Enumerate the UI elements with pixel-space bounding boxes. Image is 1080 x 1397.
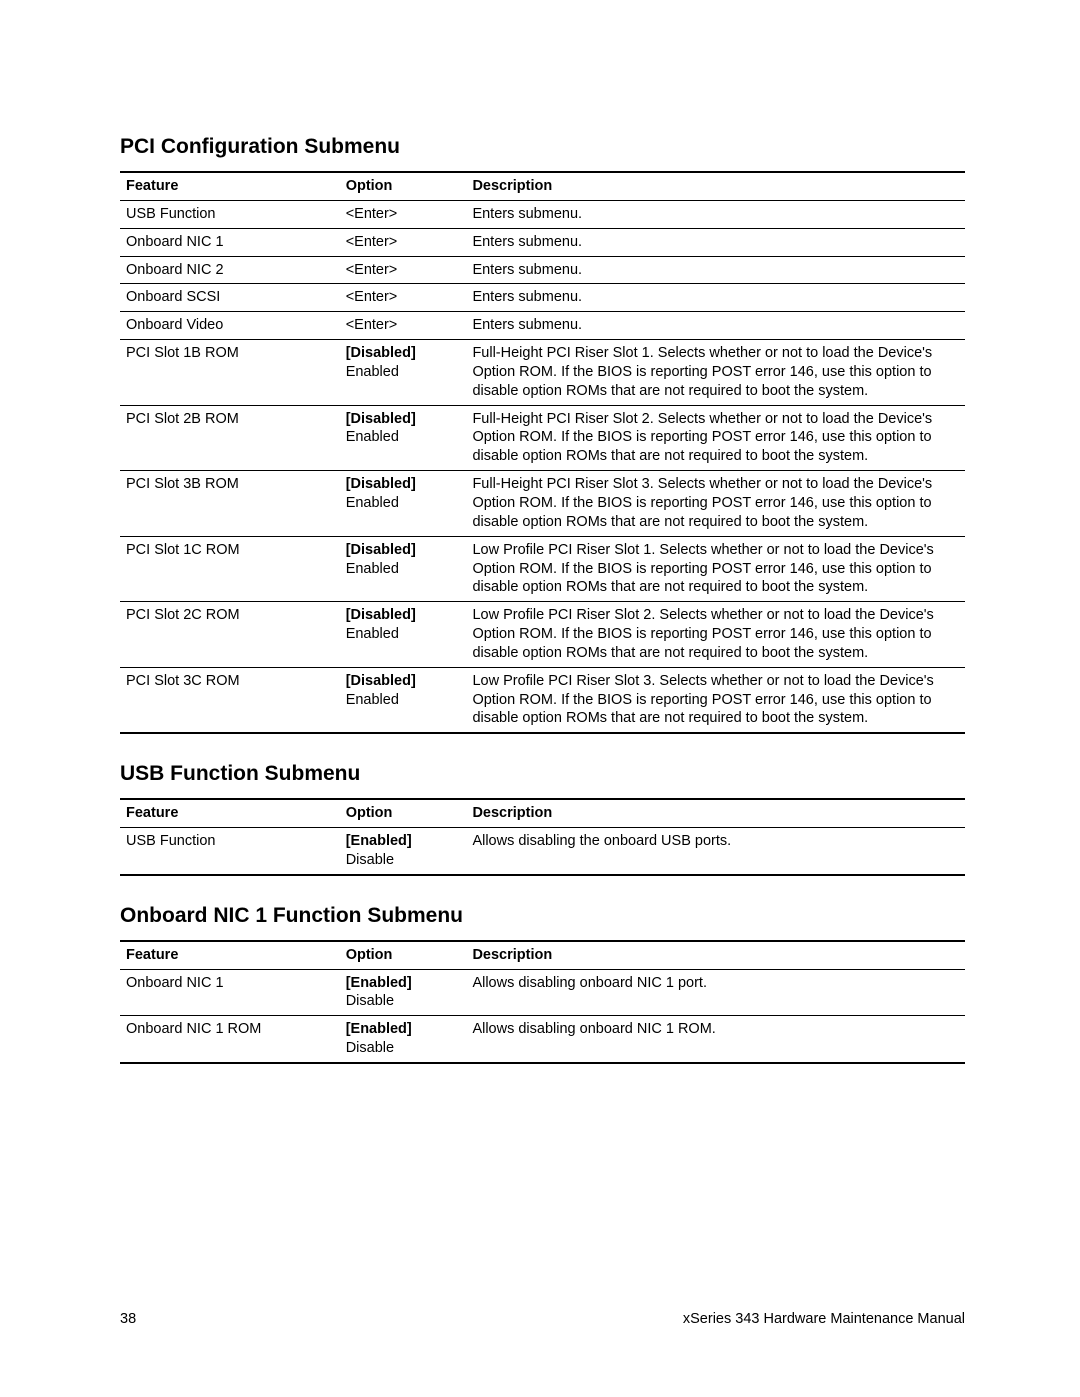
table-row: Onboard NIC 1 ROM [Enabled]Disable Allow… [120, 1016, 965, 1063]
cell-option: [Disabled]Enabled [340, 667, 467, 733]
cell-feature: PCI Slot 2B ROM [120, 405, 340, 471]
cell-option: <Enter> [340, 256, 467, 284]
cell-description: Low Profile PCI Riser Slot 3. Selects wh… [466, 667, 965, 733]
th-description: Description [466, 799, 965, 827]
page: PCI Configuration Submenu Feature Option… [0, 0, 1080, 1397]
cell-feature: PCI Slot 3C ROM [120, 667, 340, 733]
cell-description: Allows disabling onboard NIC 1 port. [466, 969, 965, 1016]
page-number: 38 [120, 1311, 136, 1327]
section-title-2: Onboard NIC 1 Function Submenu [120, 904, 965, 928]
cell-feature: USB Function [120, 200, 340, 228]
cell-description: Full-Height PCI Riser Slot 3. Selects wh… [466, 471, 965, 537]
table-row: USB Function [Enabled]Disable Allows dis… [120, 828, 965, 875]
cell-feature: PCI Slot 3B ROM [120, 471, 340, 537]
section-title-1: USB Function Submenu [120, 762, 965, 786]
cell-option: [Disabled]Enabled [340, 536, 467, 602]
cell-description: Enters submenu. [466, 200, 965, 228]
cell-option: <Enter> [340, 312, 467, 340]
cell-option: <Enter> [340, 228, 467, 256]
cell-description: Full-Height PCI Riser Slot 2. Selects wh… [466, 405, 965, 471]
th-option: Option [340, 941, 467, 969]
table-row: Onboard NIC 1 <Enter> Enters submenu. [120, 228, 965, 256]
cell-description: Full-Height PCI Riser Slot 1. Selects wh… [466, 340, 965, 406]
table-row: PCI Slot 1C ROM [Disabled]Enabled Low Pr… [120, 536, 965, 602]
cell-description: Enters submenu. [466, 312, 965, 340]
table-row: PCI Slot 1B ROM [Disabled]Enabled Full-H… [120, 340, 965, 406]
cell-feature: USB Function [120, 828, 340, 875]
cell-option: [Enabled]Disable [340, 1016, 467, 1063]
table-1: Feature Option Description USB Function … [120, 798, 965, 876]
table-0: Feature Option Description USB Function … [120, 171, 965, 734]
table-row: PCI Slot 2C ROM [Disabled]Enabled Low Pr… [120, 602, 965, 668]
table-row: Onboard Video <Enter> Enters submenu. [120, 312, 965, 340]
cell-option: [Disabled]Enabled [340, 340, 467, 406]
cell-option: [Enabled]Disable [340, 828, 467, 875]
table-2: Feature Option Description Onboard NIC 1… [120, 940, 965, 1064]
manual-title: xSeries 343 Hardware Maintenance Manual [683, 1311, 965, 1327]
cell-description: Enters submenu. [466, 284, 965, 312]
th-feature: Feature [120, 799, 340, 827]
th-option: Option [340, 799, 467, 827]
cell-option: [Disabled]Enabled [340, 471, 467, 537]
th-description: Description [466, 941, 965, 969]
cell-feature: Onboard NIC 1 [120, 969, 340, 1016]
table-row: PCI Slot 2B ROM [Disabled]Enabled Full-H… [120, 405, 965, 471]
th-description: Description [466, 172, 965, 200]
table-row: Onboard SCSI <Enter> Enters submenu. [120, 284, 965, 312]
section-title-0: PCI Configuration Submenu [120, 135, 965, 159]
cell-option: [Enabled]Disable [340, 969, 467, 1016]
cell-feature: Onboard NIC 2 [120, 256, 340, 284]
cell-description: Allows disabling onboard NIC 1 ROM. [466, 1016, 965, 1063]
cell-option: <Enter> [340, 200, 467, 228]
cell-feature: Onboard NIC 1 [120, 228, 340, 256]
table-header-row: Feature Option Description [120, 799, 965, 827]
cell-feature: PCI Slot 1C ROM [120, 536, 340, 602]
table-row: PCI Slot 3B ROM [Disabled]Enabled Full-H… [120, 471, 965, 537]
cell-description: Low Profile PCI Riser Slot 1. Selects wh… [466, 536, 965, 602]
cell-option: <Enter> [340, 284, 467, 312]
table-row: Onboard NIC 2 <Enter> Enters submenu. [120, 256, 965, 284]
table-row: PCI Slot 3C ROM [Disabled]Enabled Low Pr… [120, 667, 965, 733]
table-header-row: Feature Option Description [120, 172, 965, 200]
th-option: Option [340, 172, 467, 200]
cell-option: [Disabled]Enabled [340, 405, 467, 471]
cell-description: Enters submenu. [466, 228, 965, 256]
page-footer: 38 xSeries 343 Hardware Maintenance Manu… [120, 1311, 965, 1327]
table-row: USB Function <Enter> Enters submenu. [120, 200, 965, 228]
cell-description: Enters submenu. [466, 256, 965, 284]
cell-feature: PCI Slot 2C ROM [120, 602, 340, 668]
th-feature: Feature [120, 941, 340, 969]
cell-description: Low Profile PCI Riser Slot 2. Selects wh… [466, 602, 965, 668]
table-header-row: Feature Option Description [120, 941, 965, 969]
cell-feature: PCI Slot 1B ROM [120, 340, 340, 406]
cell-feature: Onboard Video [120, 312, 340, 340]
cell-option: [Disabled]Enabled [340, 602, 467, 668]
table-row: Onboard NIC 1 [Enabled]Disable Allows di… [120, 969, 965, 1016]
cell-feature: Onboard SCSI [120, 284, 340, 312]
cell-description: Allows disabling the onboard USB ports. [466, 828, 965, 875]
cell-feature: Onboard NIC 1 ROM [120, 1016, 340, 1063]
th-feature: Feature [120, 172, 340, 200]
